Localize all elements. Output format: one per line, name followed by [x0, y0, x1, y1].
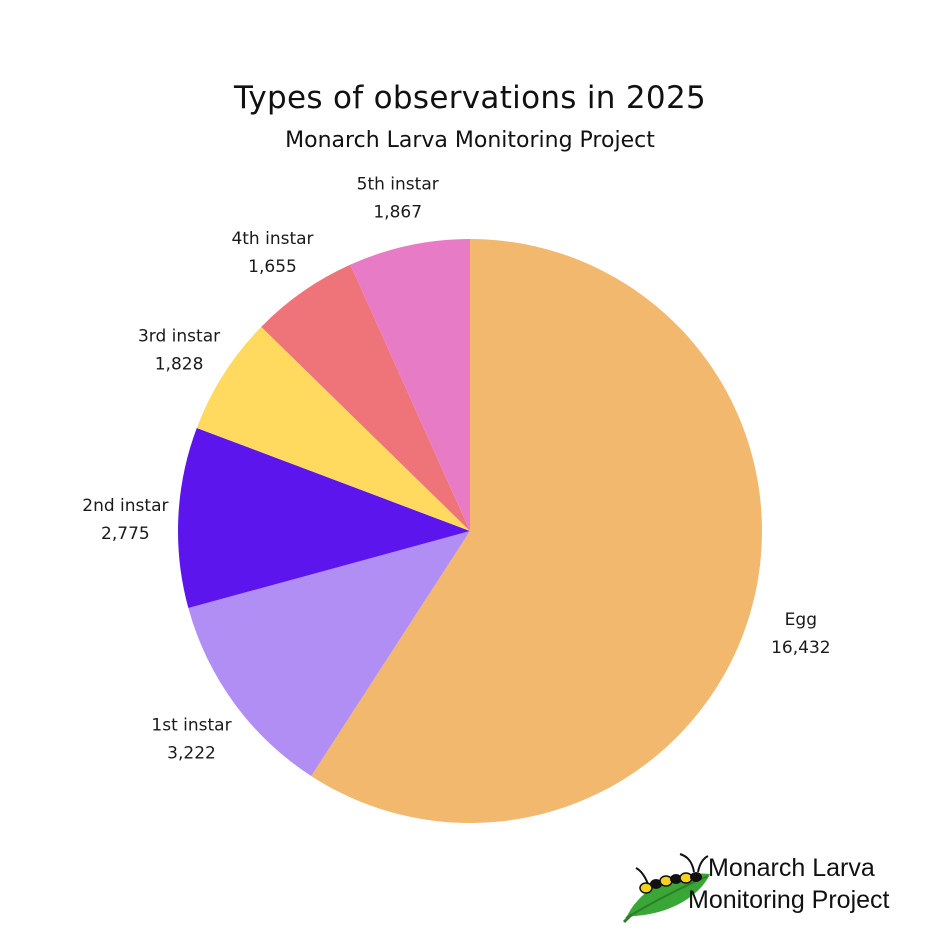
slice-category-label: 3rd instar — [138, 327, 220, 347]
slice-category-label: 2nd instar — [82, 496, 168, 516]
slice-category-label: Egg — [785, 610, 817, 630]
slice-category-label: 1st instar — [151, 716, 231, 736]
pie-slice-3rd-instar — [196, 326, 471, 531]
slice-label-3rd-instar: 3rd instar 1,828 — [138, 327, 220, 375]
slice-value-label: 1,655 — [248, 257, 297, 277]
slice-value-label: 16,432 — [771, 638, 830, 658]
slice-label-5th-instar: 5th instar 1,867 — [357, 175, 439, 223]
project-logo: Monarch Larva Monitoring Project — [620, 848, 920, 928]
slice-label-egg: Egg 16,432 — [771, 610, 830, 658]
logo-text-line2: Monitoring Project — [688, 886, 890, 914]
slice-label-4th-instar: 4th instar 1,655 — [231, 229, 313, 277]
chart-subtitle: Monarch Larva Monitoring Project — [285, 128, 655, 153]
slice-value-label: 1,828 — [155, 355, 204, 375]
pie-labels: Egg 16,432 1st instar 3,222 2nd instar 2,775 3… — [82, 175, 830, 764]
pie-slice-2nd-instar — [178, 427, 470, 609]
slice-value-label: 1,867 — [373, 203, 422, 223]
pie-slices — [178, 239, 762, 823]
slice-label-1st-instar: 1st instar 3,222 — [151, 716, 231, 764]
slice-label-2nd-instar: 2nd instar 2,775 — [82, 496, 168, 544]
caterpillar-on-leaf-icon — [622, 853, 710, 924]
slice-category-label: 5th instar — [357, 175, 439, 195]
pie-slice-egg — [311, 239, 762, 823]
slice-category-label: 4th instar — [231, 229, 313, 249]
slice-value-label: 3,222 — [167, 744, 216, 764]
slice-value-label: 2,775 — [101, 524, 150, 544]
chart-title: Types of observations in 2025 — [234, 80, 706, 116]
pie-slice-5th-instar — [350, 239, 470, 531]
logo-text-line1: Monarch Larva — [708, 854, 875, 882]
pie-slice-1st-instar — [188, 531, 470, 777]
pie-slice-4th-instar — [261, 264, 470, 531]
